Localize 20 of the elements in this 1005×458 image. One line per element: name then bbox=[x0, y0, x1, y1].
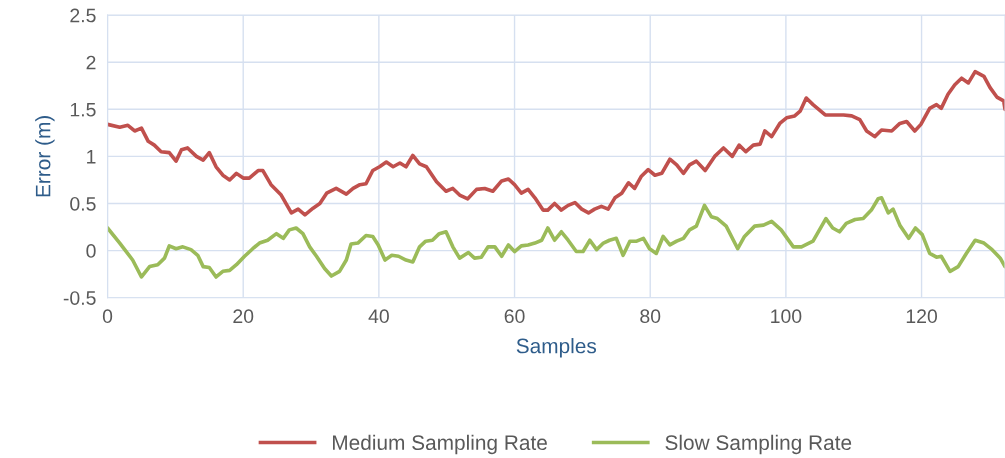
y-tick-label: 2.5 bbox=[70, 8, 96, 23]
x-tick-label: 0 bbox=[102, 309, 113, 324]
x-axis-title: Samples bbox=[516, 338, 597, 358]
legend-label: Slow Sampling Rate bbox=[665, 434, 852, 455]
line-series bbox=[107, 69, 1005, 217]
y-tick-label: 0.5 bbox=[70, 196, 96, 211]
x-tick-label: 120 bbox=[906, 309, 938, 324]
x-tick-label: 60 bbox=[504, 309, 525, 324]
line-series bbox=[107, 196, 1005, 279]
x-tick-label: 100 bbox=[771, 309, 802, 324]
y-tick-label: -0.5 bbox=[63, 291, 96, 305]
x-tick-label: 80 bbox=[640, 309, 661, 324]
y-tick-label: 1 bbox=[87, 150, 96, 164]
y-axis-title: Error (m) bbox=[35, 116, 55, 197]
y-tick-label: 0 bbox=[86, 244, 96, 258]
x-tick-label: 20 bbox=[233, 309, 254, 324]
x-tick-label: 40 bbox=[368, 309, 389, 324]
y-tick-label: 2 bbox=[86, 55, 96, 70]
legend-label: Medium Sampling Rate bbox=[333, 434, 547, 455]
y-tick-label: 1.5 bbox=[70, 102, 96, 117]
